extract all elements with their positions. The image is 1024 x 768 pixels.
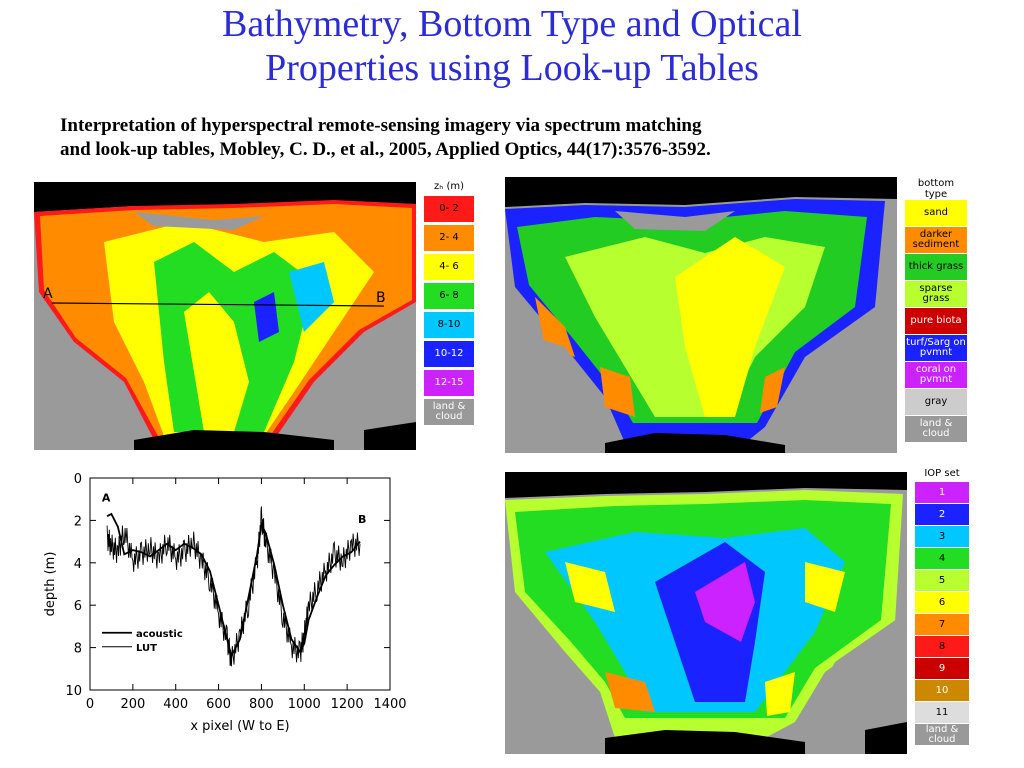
x-tick-label: 0 [86,697,94,712]
y-axis-label: depth (m) [43,552,58,617]
iop-set-legend-swatch: 10 [915,680,969,701]
depth-map-image: A B [34,182,416,450]
depth-legend-swatch: 8-10 [424,312,474,338]
depth-legend-swatch: 2- 4 [424,225,474,251]
y-tick-label: 0 [74,472,82,487]
iop-set-map-image [505,472,907,754]
iop-set-legend-title: IOP set [924,468,960,479]
iop-set-legend-swatch: 4 [915,548,969,569]
bottom-type-legend-swatch: land & cloud [905,416,967,442]
iop-set-legend-swatch: 5 [915,570,969,591]
legend-label: LUT [136,643,157,654]
citation-line-1: Interpretation of hyperspectral remote-s… [60,115,702,136]
y-tick-label: 4 [74,557,82,572]
x-tick-label: 1000 [288,697,321,712]
bottom-type-map-image [505,177,897,453]
slide-title: Bathymetry, Bottom Type and Optical Prop… [0,2,1024,90]
iop-set-legend-swatch: 9 [915,658,969,679]
y-tick-label: 2 [74,514,82,529]
legend-label: acoustic [136,629,183,640]
iop-set-legend-swatch: 3 [915,526,969,547]
depth-legend-swatch: 10-12 [424,341,474,367]
iop-set-legend-items: 1 2 3 4 5 6 7 8 9 10 11 land & cloud [915,482,969,745]
iop-set-legend-swatch: 8 [915,636,969,657]
x-tick-label: 1400 [373,697,406,712]
bottom-type-legend: bottom type sand darker sediment thick gra… [905,178,967,443]
bottom-type-legend-title: bottom type [917,178,955,200]
bottom-type-legend-swatch: turf/Sarg on pvmnt [905,335,967,361]
bottom-type-legend-swatch: darker sediment [905,227,967,253]
depth-profile-chart: 0 200 400 600 800 1000 1200 1400 0 2 4 6 8 10 x pixel … [40,462,420,752]
x-tick-label: 200 [120,697,145,712]
y-tick-label: 10 [65,684,82,699]
annotation-label: A [102,492,111,505]
bottom-type-legend-swatch: gray [905,389,967,415]
citation-line-2: and look-up tables, Mobley, C. D., et al… [60,139,711,160]
depth-legend-swatch: 12-15 [424,370,474,396]
title-line-2: Properties using Look-up Tables [265,47,759,89]
series-line-LUT [106,506,361,667]
x-tick-label: 400 [163,697,188,712]
bottom-type-legend-swatch: sparse grass [905,281,967,307]
iop-set-legend-swatch: 1 [915,482,969,503]
depth-legend: zₕ (m) 0- 2 2- 4 4- 6 6- 8 8-10 10-12 12-15 lan… [424,178,474,428]
x-tick-label: 1200 [331,697,364,712]
bottom-type-legend-swatch: coral on pvmnt [905,362,967,388]
depth-legend-swatch: land & cloud [424,399,474,425]
x-tick-label: 800 [249,697,274,712]
depth-legend-title: zₕ (m) [433,181,464,192]
point-a-label: A [43,286,53,302]
y-tick-label: 8 [74,642,82,657]
x-axis-label: x pixel (W to E) [190,719,289,734]
depth-legend-items: 0- 2 2- 4 4- 6 6- 8 8-10 10-12 12-15 land & clo… [424,196,474,425]
depth-legend-swatch: 0- 2 [424,196,474,222]
bottom-type-legend-swatch: sand [905,200,967,226]
bottom-type-legend-swatch: pure biota [905,308,967,334]
point-b-label: B [376,290,386,306]
bottom-type-legend-swatch: thick grass [905,254,967,280]
bottom-type-legend-items: sand darker sediment thick grass sparse gra… [905,200,967,442]
depth-legend-swatch: 4- 6 [424,254,474,280]
x-tick-label: 600 [206,697,231,712]
iop-set-legend-swatch: land & cloud [915,724,969,745]
citation: Interpretation of hyperspectral remote-s… [60,114,960,162]
y-tick-label: 6 [74,599,82,614]
iop-set-legend: IOP set 1 2 3 4 5 6 7 8 9 10 11 land & cloud [915,466,969,746]
depth-legend-swatch: 6- 8 [424,283,474,309]
annotation-label: B [358,513,366,526]
title-line-1: Bathymetry, Bottom Type and Optical [222,3,802,45]
depth-profile-svg: 0 200 400 600 800 1000 1200 1400 0 2 4 6 8 10 x pixel … [43,472,407,734]
plot-frame [89,477,391,691]
iop-set-legend-swatch: 7 [915,614,969,635]
iop-set-legend-swatch: 2 [915,504,969,525]
iop-set-legend-swatch: 11 [915,702,969,723]
iop-set-legend-swatch: 6 [915,592,969,613]
